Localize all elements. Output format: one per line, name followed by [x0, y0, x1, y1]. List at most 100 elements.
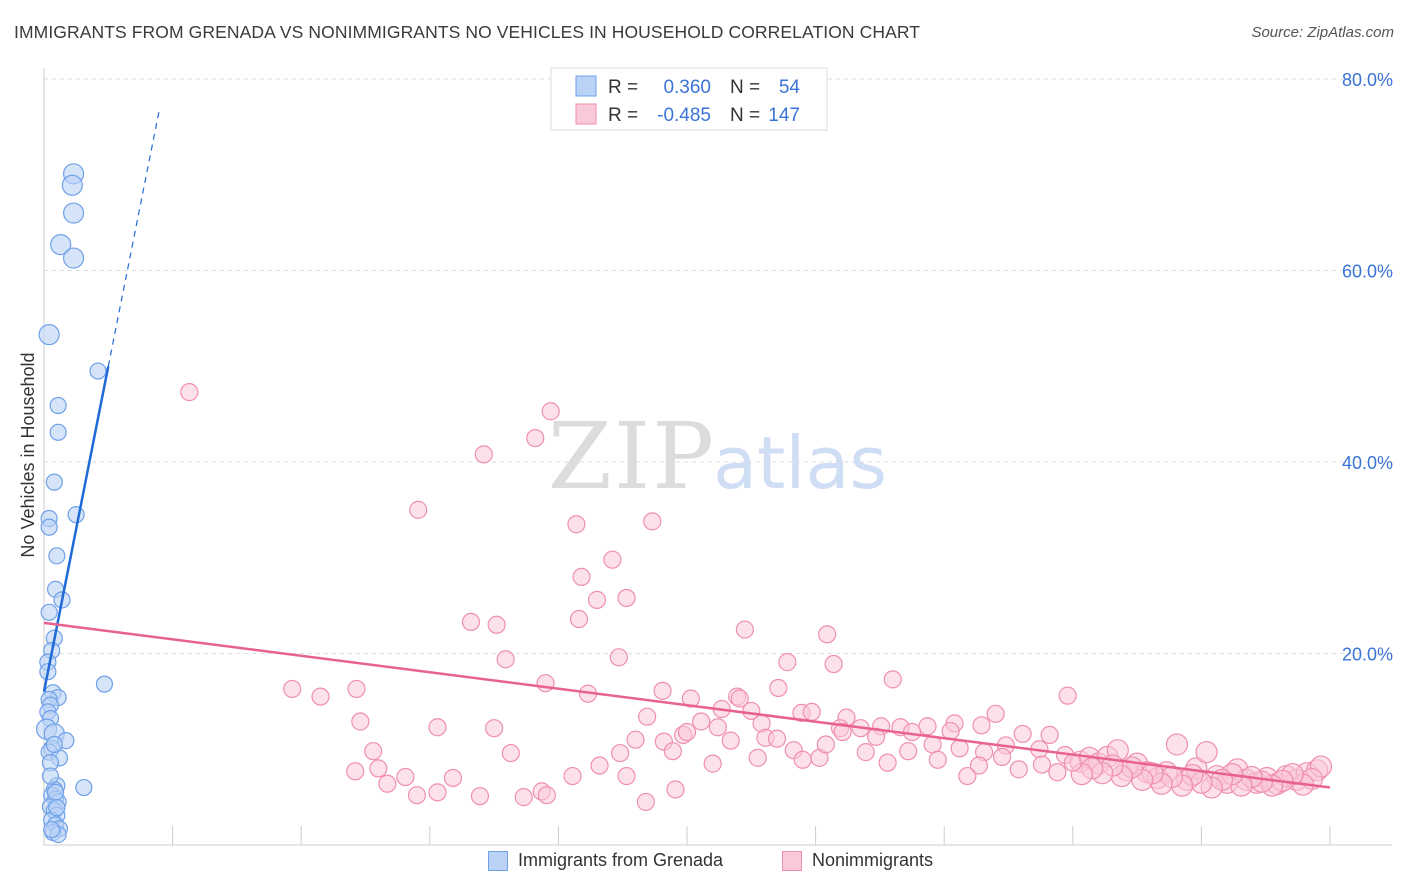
legend-swatch-nonimmigrants: [782, 850, 802, 871]
point-nonimmigrants: [708, 718, 727, 737]
watermark: ZIP atlas: [548, 403, 887, 510]
legend-swatch-grenada: [488, 850, 508, 871]
grid-lines: [44, 78, 1392, 654]
point-nonimmigrants: [816, 735, 835, 754]
point-nonimmigrants: [638, 707, 657, 726]
point-nonimmigrants: [899, 742, 918, 761]
legend-swatch-nonimmigrants: [575, 103, 597, 125]
point-nonimmigrants: [180, 383, 199, 402]
point-grenada: [95, 675, 114, 693]
point-nonimmigrants: [663, 742, 682, 761]
y-tick-label: 20.0%: [1342, 645, 1393, 665]
point-nonimmigrants: [587, 590, 607, 609]
point-nonimmigrants: [351, 712, 370, 731]
point-nonimmigrants: [735, 620, 754, 639]
chart-title: IMMIGRANTS FROM GRENADA VS NONIMMIGRANTS…: [14, 22, 921, 42]
point-nonimmigrants: [818, 625, 837, 644]
legend-r-label-nonimmigrants: R =: [608, 105, 638, 126]
point-nonimmigrants: [928, 750, 947, 769]
point-nonimmigrants: [590, 756, 609, 775]
watermark-atlas: atlas: [713, 421, 887, 505]
tick-labels: 20.0%40.0%60.0%80.0%0.0%100.0%: [1342, 70, 1393, 665]
point-nonimmigrants: [1048, 763, 1067, 782]
point-nonimmigrants: [986, 704, 1005, 723]
point-nonimmigrants: [856, 743, 875, 762]
point-nonimmigrants: [311, 687, 330, 706]
source-credit: Source: ZipAtlas.com: [1251, 24, 1394, 41]
point-nonimmigrants: [443, 768, 463, 788]
point-nonimmigrants: [496, 650, 515, 669]
point-grenada: [38, 324, 60, 346]
legend-top: R = 0.360 N = 54 R = -0.485 N = 147: [550, 67, 828, 131]
point-nonimmigrants: [461, 612, 481, 632]
point-nonimmigrants: [428, 783, 447, 802]
point-grenada: [43, 821, 61, 839]
point-nonimmigrants: [972, 716, 991, 735]
point-nonimmigrants: [878, 753, 897, 772]
point-nonimmigrants: [1165, 733, 1189, 756]
legend-r-value-nonimmigrants: -0.485: [657, 105, 711, 126]
point-grenada: [48, 547, 66, 565]
point-nonimmigrants: [487, 615, 506, 634]
legend-n-label-grenada: N =: [730, 77, 760, 98]
point-nonimmigrants: [677, 722, 697, 742]
watermark-zip: ZIP: [548, 403, 716, 510]
legend-r-label-grenada: R =: [608, 77, 638, 98]
point-grenada: [49, 423, 67, 441]
point-grenada: [49, 396, 67, 415]
point-grenada: [61, 174, 83, 196]
y-axis-label: No Vehicles in Household: [18, 352, 38, 557]
point-nonimmigrants: [643, 512, 662, 531]
point-grenada: [41, 767, 60, 785]
point-nonimmigrants: [950, 739, 969, 758]
point-nonimmigrants: [793, 750, 812, 769]
point-nonimmigrants: [1195, 741, 1218, 764]
point-grenada: [67, 506, 85, 524]
point-nonimmigrants: [563, 766, 582, 786]
point-nonimmigrants: [603, 550, 622, 569]
point-nonimmigrants: [1040, 725, 1059, 744]
point-nonimmigrants: [1063, 753, 1082, 772]
point-nonimmigrants: [1032, 755, 1052, 774]
point-nonimmigrants: [802, 702, 821, 722]
point-nonimmigrants: [730, 689, 749, 708]
point-nonimmigrants: [541, 402, 560, 421]
point-nonimmigrants: [617, 588, 636, 608]
point-nonimmigrants: [703, 754, 722, 773]
point-grenada: [40, 518, 58, 536]
point-nonimmigrants: [514, 788, 533, 807]
legend-n-value-grenada: 54: [779, 77, 801, 98]
point-nonimmigrants: [346, 762, 365, 781]
point-nonimmigrants: [918, 717, 937, 736]
scatter-plot: ZIP atlas 20.0%40.0%60.0%80.0%0.0%100.0%…: [18, 67, 1393, 846]
point-nonimmigrants: [1058, 686, 1077, 705]
point-nonimmigrants: [1009, 760, 1028, 779]
point-grenada: [50, 234, 72, 256]
point-grenada: [46, 783, 65, 801]
series-grenada-points: [35, 163, 114, 844]
point-nonimmigrants: [767, 729, 787, 748]
point-nonimmigrants: [407, 786, 427, 805]
point-nonimmigrants: [721, 731, 740, 750]
point-nonimmigrants: [485, 719, 504, 738]
trend-grenada: [42, 366, 110, 693]
point-grenada: [45, 473, 63, 491]
point-nonimmigrants: [958, 766, 977, 786]
point-nonimmigrants: [969, 756, 989, 775]
point-grenada: [75, 778, 93, 797]
legend-item-nonimmigrants: Nonimmigrants: [782, 850, 933, 871]
point-nonimmigrants: [748, 748, 767, 767]
point-nonimmigrants: [617, 766, 636, 786]
point-nonimmigrants: [501, 743, 520, 763]
legend-label-nonimmigrants: Nonimmigrants: [812, 850, 934, 870]
point-grenada: [62, 247, 85, 269]
point-nonimmigrants: [611, 743, 630, 763]
point-nonimmigrants: [692, 712, 711, 731]
legend-bottom: Immigrants from Grenada Nonimmigrants: [0, 850, 1406, 880]
axes: [43, 68, 1392, 846]
point-nonimmigrants: [364, 742, 383, 761]
series-nonimmigrants-points: [180, 383, 1333, 812]
point-nonimmigrants: [681, 689, 700, 708]
point-nonimmigrants: [833, 722, 852, 742]
point-nonimmigrants: [1013, 724, 1032, 744]
